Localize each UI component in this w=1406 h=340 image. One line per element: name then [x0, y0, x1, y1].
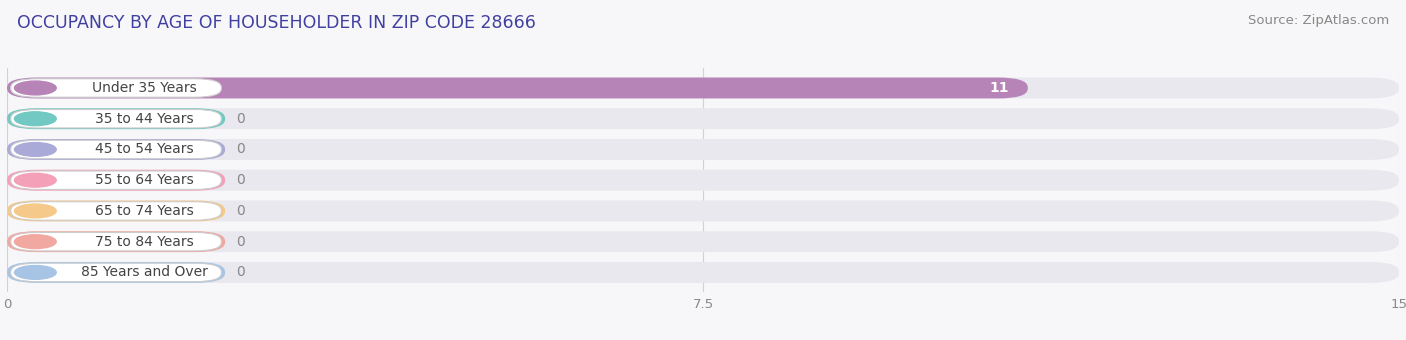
- FancyBboxPatch shape: [7, 78, 1028, 99]
- FancyBboxPatch shape: [7, 170, 1399, 191]
- FancyBboxPatch shape: [11, 233, 221, 251]
- Text: 75 to 84 Years: 75 to 84 Years: [96, 235, 194, 249]
- Text: 0: 0: [236, 112, 245, 126]
- FancyBboxPatch shape: [11, 263, 221, 282]
- FancyBboxPatch shape: [11, 79, 221, 97]
- Text: Source: ZipAtlas.com: Source: ZipAtlas.com: [1249, 14, 1389, 27]
- FancyBboxPatch shape: [11, 109, 221, 128]
- Text: 0: 0: [236, 142, 245, 156]
- Text: 11: 11: [990, 81, 1010, 95]
- FancyBboxPatch shape: [7, 231, 1399, 252]
- FancyBboxPatch shape: [7, 108, 1399, 129]
- FancyBboxPatch shape: [7, 78, 1399, 99]
- FancyBboxPatch shape: [7, 139, 225, 160]
- Text: 0: 0: [236, 173, 245, 187]
- Text: 0: 0: [236, 266, 245, 279]
- Text: 65 to 74 Years: 65 to 74 Years: [96, 204, 194, 218]
- FancyBboxPatch shape: [7, 170, 225, 191]
- FancyBboxPatch shape: [7, 108, 225, 129]
- Circle shape: [14, 81, 56, 95]
- FancyBboxPatch shape: [7, 262, 1399, 283]
- Text: 45 to 54 Years: 45 to 54 Years: [96, 142, 194, 156]
- FancyBboxPatch shape: [11, 140, 221, 159]
- Text: 0: 0: [236, 204, 245, 218]
- Text: 0: 0: [236, 235, 245, 249]
- Text: 85 Years and Over: 85 Years and Over: [82, 266, 208, 279]
- Circle shape: [14, 204, 56, 218]
- FancyBboxPatch shape: [7, 201, 1399, 221]
- Text: 55 to 64 Years: 55 to 64 Years: [96, 173, 194, 187]
- FancyBboxPatch shape: [11, 202, 221, 220]
- FancyBboxPatch shape: [7, 262, 225, 283]
- Circle shape: [14, 235, 56, 249]
- Text: OCCUPANCY BY AGE OF HOUSEHOLDER IN ZIP CODE 28666: OCCUPANCY BY AGE OF HOUSEHOLDER IN ZIP C…: [17, 14, 536, 32]
- Circle shape: [14, 266, 56, 279]
- Circle shape: [14, 142, 56, 156]
- Circle shape: [14, 112, 56, 126]
- FancyBboxPatch shape: [7, 231, 225, 252]
- Text: Under 35 Years: Under 35 Years: [91, 81, 197, 95]
- Text: 35 to 44 Years: 35 to 44 Years: [96, 112, 194, 126]
- FancyBboxPatch shape: [7, 201, 225, 221]
- FancyBboxPatch shape: [7, 139, 1399, 160]
- FancyBboxPatch shape: [11, 171, 221, 189]
- Circle shape: [14, 173, 56, 187]
